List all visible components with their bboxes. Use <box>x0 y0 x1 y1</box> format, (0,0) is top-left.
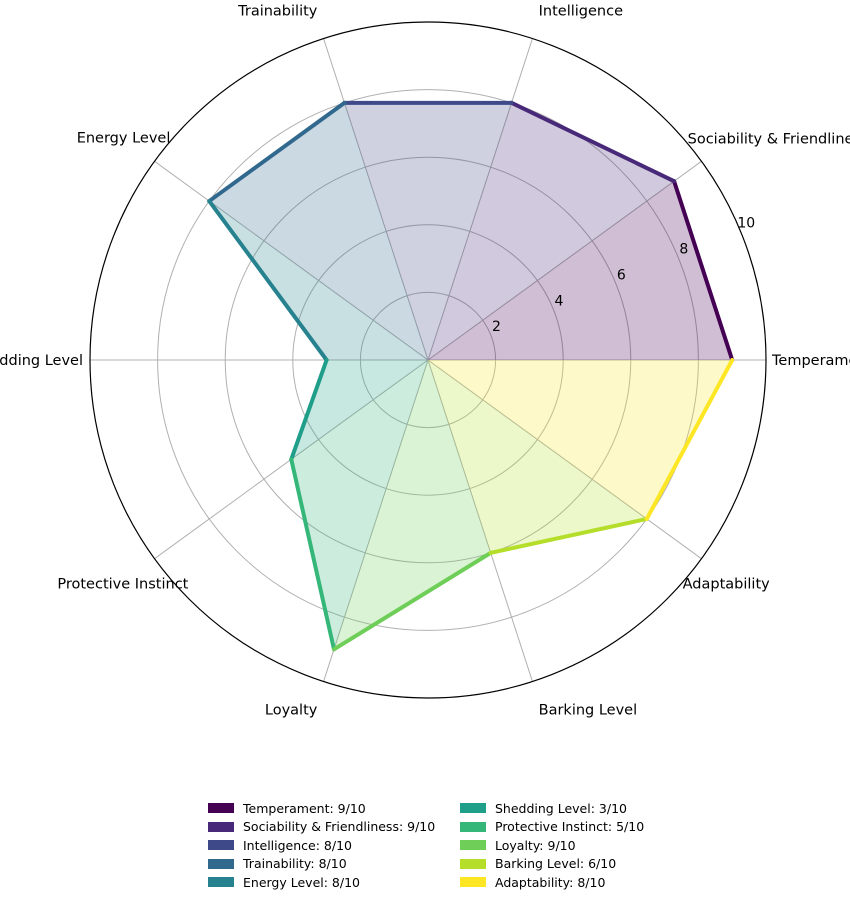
category-labels: Temperament Sociability & Friendliness Int… <box>0 4 850 719</box>
outer-circle <box>89 21 767 699</box>
radar-chart: 2 4 6 8 10 Temperament Sociability & Friendli… <box>0 4 850 719</box>
category-label-trainability: Trainability <box>237 4 318 20</box>
series-line-protective-instinct <box>289 457 336 652</box>
r-tick-label: 8 <box>679 242 688 258</box>
legend-item: Energy Level: 8/10 <box>208 874 460 890</box>
spoke-line <box>427 359 533 682</box>
series-line-shedding-level <box>289 358 329 462</box>
legend-item: Trainability: 8/10 <box>208 856 460 872</box>
wedge-fill-trainability <box>209 102 428 360</box>
r-tick-label: 2 <box>492 319 501 335</box>
legend-item: Barking Level: 6/10 <box>460 856 660 872</box>
spoke-line <box>427 38 533 361</box>
legend-label: Sociability & Friendliness: 9/10 <box>243 819 436 835</box>
spoke-line <box>427 359 702 560</box>
legend-swatch <box>208 803 234 813</box>
spoke-line <box>427 160 702 361</box>
category-label-protective-instinct: Protective Instinct <box>57 576 188 592</box>
legend-swatch <box>460 803 486 813</box>
category-label-intelligence: Intelligence <box>539 4 623 20</box>
category-label-loyalty: Loyalty <box>265 702 318 718</box>
wedge-fill-adaptability <box>428 360 733 519</box>
legend-label: Energy Level: 8/10 <box>243 874 360 890</box>
legend-item: Protective Instinct: 5/10 <box>460 819 660 835</box>
category-label-shedding-level: Shedding Level <box>0 353 83 369</box>
series-line-barking-level <box>488 516 649 555</box>
wedge-fill-energy-level <box>209 201 428 360</box>
legend-item: Sociability & Friendliness: 9/10 <box>208 819 460 835</box>
wedge-fill-shedding-level <box>291 360 428 460</box>
legend-swatch <box>460 840 486 851</box>
legend-swatch <box>208 821 234 832</box>
series-line-energy-level <box>207 199 329 362</box>
legend-item: Intelligence: 8/10 <box>208 837 460 853</box>
category-label-barking-level: Barking Level <box>539 702 638 718</box>
r-tick-label: 10 <box>737 216 755 232</box>
legend-item: Temperament: 9/10 <box>208 800 460 816</box>
radial-tick-labels: 2 4 6 8 10 <box>492 216 755 335</box>
legend-label: Loyalty: 9/10 <box>495 837 576 853</box>
angular-spokes <box>90 38 766 682</box>
series-line-loyalty <box>331 550 493 652</box>
series-line-temperament <box>672 179 735 362</box>
legend-label: Temperament: 9/10 <box>243 800 366 816</box>
legend-label: Intelligence: 8/10 <box>243 837 352 853</box>
legend-label: Protective Instinct: 5/10 <box>495 819 645 835</box>
category-label-sociability-and-friendliness: Sociability & Friendliness <box>688 132 850 148</box>
category-label-temperament: Temperament <box>771 353 850 369</box>
r-tick-label: 4 <box>554 293 563 309</box>
legend-swatch <box>460 821 486 832</box>
r-tick-label: 6 <box>617 267 626 283</box>
legend-swatch <box>460 877 486 888</box>
spoke-line <box>154 160 429 361</box>
wedge-fill-barking-level <box>428 360 647 553</box>
wedge-fill-intelligence <box>344 102 512 360</box>
series-line-trainability <box>207 100 347 204</box>
outer-frame <box>89 21 767 699</box>
series-line-sociability-and-friendliness <box>509 100 677 184</box>
legend-swatch <box>208 877 234 888</box>
spoke-line <box>323 38 429 361</box>
series-line-adaptability <box>644 358 735 521</box>
legend-label: Shedding Level: 3/10 <box>495 800 627 816</box>
spoke-line <box>323 359 429 682</box>
category-label-energy-level: Energy Level <box>77 131 171 147</box>
legend-item: Shedding Level: 3/10 <box>460 800 660 816</box>
wedge-fill-temperament <box>428 181 733 360</box>
legend-label: Trainability: 8/10 <box>243 856 347 872</box>
legend-swatch <box>208 840 234 851</box>
wedge-fill-protective-instinct <box>291 360 428 650</box>
legend-swatch <box>460 858 486 869</box>
wedge-fill-sociability-and-friendliness <box>428 102 675 360</box>
legend-item: Adaptability: 8/10 <box>460 874 660 890</box>
legend: Temperament: 9/10 Shedding Level: 3/10 Soc… <box>208 800 668 890</box>
legend-swatch <box>208 858 234 869</box>
legend-label: Adaptability: 8/10 <box>495 874 606 890</box>
legend-item: Loyalty: 9/10 <box>460 837 660 853</box>
data-wedges <box>207 100 735 652</box>
legend-label: Barking Level: 6/10 <box>495 856 617 872</box>
category-label-adaptability: Adaptability <box>683 576 771 592</box>
